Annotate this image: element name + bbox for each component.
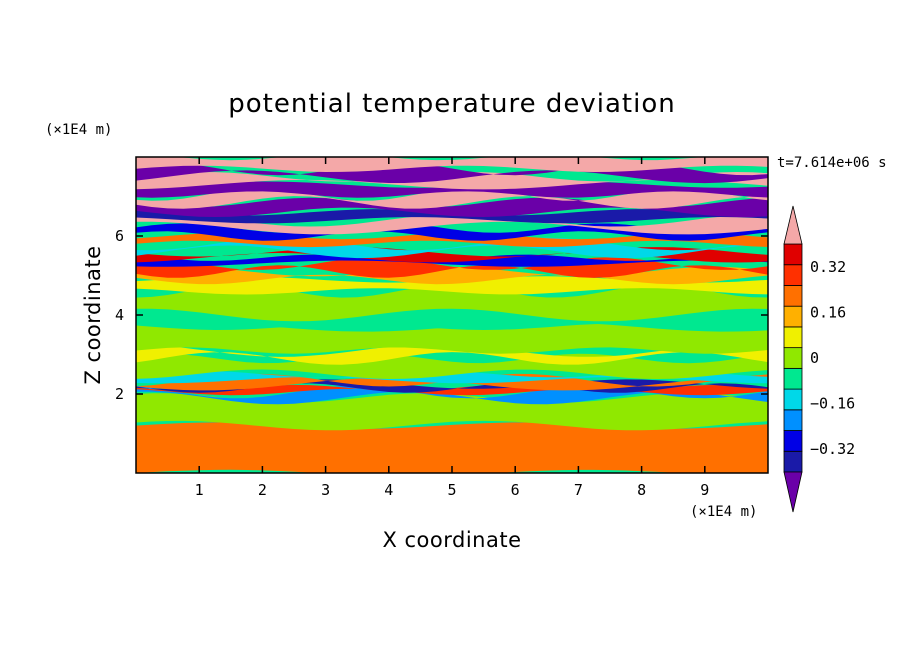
x-axis-ticks: 1 2 3 4 5 6 7 8 9 [195,157,709,499]
y-unit-label: (×1E4 m) [45,122,112,138]
colorbar-box [783,388,803,411]
y-axis-ticks: 2 4 6 [115,227,768,403]
contour-band [136,197,768,217]
contour-band [136,393,768,431]
x-tick-label: 5 [447,481,456,499]
colorbar-tick-label: −0.16 [810,395,855,413]
colorbar-box [783,430,803,452]
contour-band [136,373,768,391]
contour-band [136,344,768,365]
colorbar-box [783,326,803,349]
colorbar-top-arrow [783,205,803,245]
colorbar-box [783,367,803,390]
colorbar-box [783,347,803,369]
colorbar-tick-label: 0.32 [810,258,846,276]
x-axis-label: X coordinate [382,528,521,552]
colorbar-box [783,409,803,431]
contour-band [136,188,768,209]
x-tick-label: 9 [700,481,709,499]
contour-band [136,172,768,190]
contour-band [136,371,768,384]
colorbar: 0.32 0.16 0 −0.16 −0.32 [783,205,855,513]
plot-area [135,156,769,474]
contour-band [136,181,768,198]
x-tick-label: 7 [574,481,583,499]
time-label: t=7.614e+06 s [777,155,887,171]
colorbar-box [783,305,803,328]
contour-band [136,276,768,295]
y-tick-label: 6 [115,227,124,245]
contour-band [136,157,768,172]
contour-band [136,285,768,322]
contour-band [136,232,768,248]
y-tick-label: 2 [115,385,124,403]
colorbar-tick-label: −0.32 [810,440,855,458]
colorbar-bottom-arrow [783,471,803,513]
contour-band [136,209,768,224]
x-tick-label: 6 [511,481,520,499]
y-tick-label: 4 [115,306,124,324]
x-tick-label: 2 [258,481,267,499]
colorbar-tick-label: 0.16 [810,303,846,321]
contour-band [136,384,768,396]
y-axis-label: Z coordinate [81,245,105,384]
contour-band [136,213,768,235]
x-unit-label: (×1E4 m) [690,504,757,520]
colorbar-box [783,450,803,473]
colorbar-box [783,243,803,266]
x-tick-label: 3 [321,481,330,499]
x-tick-label: 8 [637,481,646,499]
contour-band [136,422,768,473]
x-tick-label: 4 [384,481,393,499]
contour-bands [136,157,768,473]
x-tick-label: 1 [195,481,204,499]
contour-band [136,266,768,285]
contour-band [136,323,768,354]
colorbar-tick-label: 0 [810,349,819,367]
chart-title: potential temperature deviation [228,89,675,119]
colorbar-box [783,285,803,307]
colorbar-box [783,264,803,286]
